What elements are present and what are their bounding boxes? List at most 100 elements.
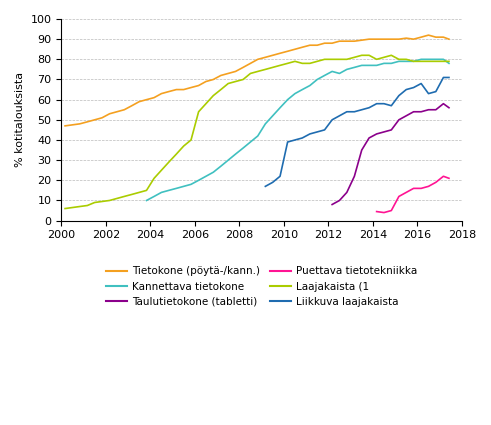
- Tietokone (pöytä-/kann.): [166, 89, 172, 94]
- Taulutietokone (tabletti): [366, 136, 372, 141]
- Puettava tietotekniikka: [388, 208, 394, 213]
- Taulutietokone (tabletti): [381, 129, 387, 134]
- Liikkuva laajakaista: [440, 75, 446, 80]
- Taulutietokone (tabletti): [403, 113, 409, 118]
- Liikkuva laajakaista: [300, 136, 305, 141]
- Liikkuva laajakaista: [433, 89, 439, 94]
- Kannettava tietokone: [410, 59, 416, 64]
- Kannettava tietokone: [381, 61, 387, 66]
- Liikkuva laajakaista: [410, 85, 416, 90]
- Liikkuva laajakaista: [388, 103, 394, 108]
- Laajakaista (1: [62, 206, 68, 211]
- Kannettava tietokone: [433, 57, 439, 62]
- Laajakaista (1: [410, 59, 416, 64]
- Y-axis label: % kotitalouksista: % kotitalouksista: [15, 72, 25, 167]
- Taulutietokone (tabletti): [359, 147, 365, 153]
- Line: Laajakaista (1: Laajakaista (1: [65, 55, 449, 209]
- Line: Liikkuva laajakaista: Liikkuva laajakaista: [265, 77, 449, 186]
- Kannettava tietokone: [388, 61, 394, 66]
- Taulutietokone (tabletti): [374, 131, 380, 136]
- Kannettava tietokone: [329, 69, 335, 74]
- Taulutietokone (tabletti): [388, 128, 394, 133]
- Puettava tietotekniikka: [381, 210, 387, 215]
- Tietokone (pöytä-/kann.): [62, 123, 68, 128]
- Liikkuva laajakaista: [426, 91, 432, 96]
- Kannettava tietokone: [307, 83, 313, 88]
- Laajakaista (1: [166, 160, 172, 165]
- Taulutietokone (tabletti): [344, 190, 350, 195]
- Kannettava tietokone: [344, 67, 350, 72]
- Taulutietokone (tabletti): [396, 117, 402, 122]
- Liikkuva laajakaista: [446, 75, 452, 80]
- Puettava tietotekniikka: [418, 186, 424, 191]
- Tietokone (pöytä-/kann.): [446, 37, 452, 42]
- Line: Taulutietokone (tabletti): Taulutietokone (tabletti): [332, 104, 449, 204]
- Line: Kannettava tietokone: Kannettava tietokone: [146, 60, 449, 201]
- Kannettava tietokone: [151, 194, 157, 199]
- Liikkuva laajakaista: [374, 101, 380, 106]
- Line: Puettava tietotekniikka: Puettava tietotekniikka: [377, 176, 449, 212]
- Puettava tietotekniikka: [440, 174, 446, 179]
- Puettava tietotekniikka: [374, 209, 380, 214]
- Liikkuva laajakaista: [352, 109, 357, 114]
- Liikkuva laajakaista: [277, 174, 283, 179]
- Kannettava tietokone: [166, 188, 172, 193]
- Tietokone (pöytä-/kann.): [307, 42, 313, 48]
- Liikkuva laajakaista: [329, 117, 335, 122]
- Kannettava tietokone: [359, 63, 365, 68]
- Line: Tietokone (pöytä-/kann.): Tietokone (pöytä-/kann.): [65, 35, 449, 126]
- Kannettava tietokone: [233, 152, 239, 157]
- Taulutietokone (tabletti): [426, 107, 432, 112]
- Kannettava tietokone: [352, 65, 357, 70]
- Kannettava tietokone: [210, 170, 216, 175]
- Laajakaista (1: [285, 61, 291, 66]
- Kannettava tietokone: [322, 73, 327, 78]
- Kannettava tietokone: [374, 63, 380, 68]
- Puettava tietotekniikka: [446, 176, 452, 181]
- Kannettava tietokone: [225, 158, 231, 163]
- Liikkuva laajakaista: [344, 109, 350, 114]
- Kannettava tietokone: [314, 77, 320, 82]
- Liikkuva laajakaista: [285, 139, 291, 144]
- Kannettava tietokone: [270, 113, 275, 118]
- Kannettava tietokone: [159, 190, 164, 195]
- Kannettava tietokone: [300, 87, 305, 92]
- Kannettava tietokone: [285, 97, 291, 102]
- Liikkuva laajakaista: [396, 93, 402, 98]
- Taulutietokone (tabletti): [336, 198, 342, 203]
- Kannettava tietokone: [418, 57, 424, 62]
- Liikkuva laajakaista: [314, 129, 320, 134]
- Laajakaista (1: [307, 61, 313, 66]
- Legend: Tietokone (pöytä-/kann.), Kannettava tietokone, Taulutietokone (tabletti), Puett: Tietokone (pöytä-/kann.), Kannettava tie…: [102, 262, 422, 311]
- Liikkuva laajakaista: [262, 184, 268, 189]
- Kannettava tietokone: [255, 133, 261, 139]
- Taulutietokone (tabletti): [329, 202, 335, 207]
- Kannettava tietokone: [203, 174, 209, 179]
- Liikkuva laajakaista: [366, 105, 372, 110]
- Kannettava tietokone: [446, 61, 452, 66]
- Kannettava tietokone: [262, 121, 268, 126]
- Liikkuva laajakaista: [403, 87, 409, 92]
- Kannettava tietokone: [195, 178, 201, 183]
- Kannettava tietokone: [143, 198, 149, 203]
- Puettava tietotekniikka: [403, 190, 409, 195]
- Puettava tietotekniikka: [426, 184, 432, 189]
- Kannettava tietokone: [277, 105, 283, 110]
- Kannettava tietokone: [396, 59, 402, 64]
- Taulutietokone (tabletti): [410, 109, 416, 114]
- Kannettava tietokone: [188, 182, 194, 187]
- Laajakaista (1: [446, 59, 452, 64]
- Puettava tietotekniikka: [410, 186, 416, 191]
- Liikkuva laajakaista: [292, 137, 298, 142]
- Liikkuva laajakaista: [381, 101, 387, 106]
- Taulutietokone (tabletti): [446, 105, 452, 110]
- Kannettava tietokone: [181, 184, 187, 189]
- Kannettava tietokone: [173, 186, 179, 191]
- Taulutietokone (tabletti): [418, 109, 424, 114]
- Laajakaista (1: [292, 59, 298, 64]
- Tietokone (pöytä-/kann.): [403, 36, 409, 41]
- Puettava tietotekniikka: [396, 194, 402, 199]
- Tietokone (pöytä-/kann.): [426, 33, 432, 38]
- Puettava tietotekniikka: [433, 180, 439, 185]
- Kannettava tietokone: [403, 59, 409, 64]
